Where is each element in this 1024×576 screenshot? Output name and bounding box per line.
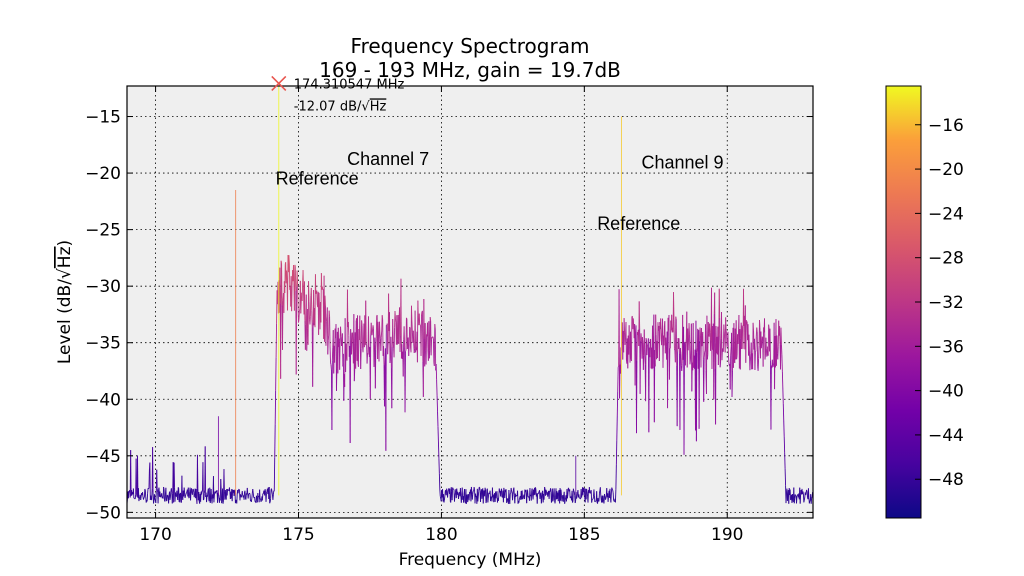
annotation-3: Reference bbox=[597, 214, 680, 234]
x-tick-label-2: 180 bbox=[425, 525, 457, 545]
annotation-0: Channel 7 bbox=[347, 149, 429, 169]
chart-subtitle: 169 - 193 MHz, gain = 19.7dB bbox=[319, 58, 621, 82]
chart-title: Frequency Spectrogram bbox=[351, 34, 590, 58]
colorbar-tick-label-2: −24 bbox=[928, 204, 964, 224]
colorbar-tick-label-5: −36 bbox=[928, 337, 964, 357]
y-axis-label-suffix: ) bbox=[55, 240, 75, 247]
peak-marker-cross bbox=[271, 75, 287, 91]
axis-ticks: 170 175 180 185 190 −15 −20 −25 −30 −35 −40 −45 −50 bbox=[85, 86, 813, 545]
peak-level-value: -12.07 bbox=[294, 99, 336, 114]
y-tick-label-7: −50 bbox=[85, 503, 121, 523]
colorbar-tick-label-0: −16 bbox=[928, 116, 964, 136]
colorbar-tick-label-1: −20 bbox=[928, 160, 964, 180]
y-tick-label-6: −45 bbox=[85, 447, 121, 467]
peak-level-label: -12.07 dB/√Hz bbox=[294, 99, 387, 114]
y-axis-label-radical: √ bbox=[55, 268, 75, 279]
plot-area bbox=[127, 86, 813, 518]
peak-level-unit-prefix: dB/ bbox=[340, 99, 362, 114]
y-tick-label-1: −20 bbox=[85, 164, 121, 184]
peak-level-unit-suffix: Hz bbox=[370, 99, 387, 114]
x-axis-label: Frequency (MHz) bbox=[399, 550, 542, 570]
peak-marker: 174.310547 MHz -12.07 dB/√Hz bbox=[271, 75, 405, 114]
colorbar-ticks: −16 −20 −24 −28 −32 −36 −40 −44 −48 bbox=[915, 116, 964, 490]
y-tick-label-5: −40 bbox=[85, 390, 121, 410]
spectrum-trace bbox=[127, 86, 813, 504]
x-tick-label-3: 185 bbox=[568, 525, 600, 545]
x-tick-label-4: 190 bbox=[711, 525, 743, 545]
peak-level-unit-radical: √ bbox=[361, 99, 370, 114]
colorbar-tick-label-3: −28 bbox=[928, 249, 964, 269]
y-tick-label-2: −25 bbox=[85, 221, 121, 241]
colorbar-tick-label-4: −32 bbox=[928, 293, 964, 313]
y-tick-label-4: −35 bbox=[85, 334, 121, 354]
x-tick-label-1: 175 bbox=[282, 525, 314, 545]
y-axis-label: Level (dB/√Hz) bbox=[55, 240, 75, 364]
colorbar: −16 −20 −24 −28 −32 −36 −40 −44 −48 bbox=[885, 85, 964, 519]
y-tick-label-0: −15 bbox=[85, 108, 121, 128]
peak-frequency-label: 174.310547 MHz bbox=[294, 77, 405, 92]
x-tick-label-0: 170 bbox=[139, 525, 171, 545]
y-tick-label-3: −30 bbox=[85, 277, 121, 297]
annotation-2: Channel 9 bbox=[642, 153, 724, 173]
y-axis-label-prefix: Level (dB/ bbox=[55, 279, 75, 364]
y-axis-label-unit: Hz bbox=[55, 246, 75, 268]
colorbar-tick-label-6: −40 bbox=[928, 382, 964, 402]
plot-frame bbox=[126, 85, 814, 519]
colorbar-tick-label-7: −44 bbox=[928, 426, 964, 446]
colorbar-tick-label-8: −48 bbox=[928, 470, 964, 490]
annotation-1: Reference bbox=[276, 168, 359, 188]
